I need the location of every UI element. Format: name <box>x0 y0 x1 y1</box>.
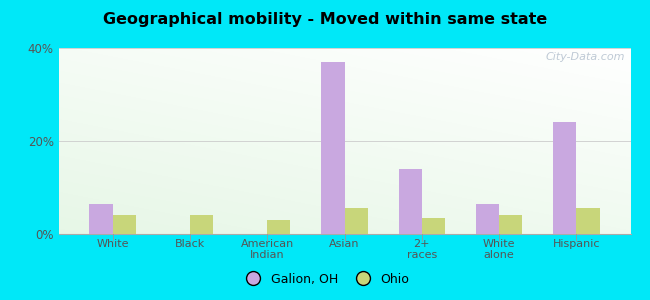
Text: Geographical mobility - Moved within same state: Geographical mobility - Moved within sam… <box>103 12 547 27</box>
Bar <box>499 215 523 234</box>
Bar <box>344 208 368 234</box>
Text: City-Data.com: City-Data.com <box>545 52 625 62</box>
Bar <box>476 204 499 234</box>
Bar <box>190 215 213 234</box>
Bar <box>398 169 422 234</box>
Bar <box>553 122 577 234</box>
Legend: Galion, OH, Ohio: Galion, OH, Ohio <box>236 268 414 291</box>
Bar <box>112 215 136 234</box>
Bar <box>321 62 345 234</box>
Bar <box>90 204 112 234</box>
Bar <box>267 220 291 234</box>
Bar <box>422 218 445 234</box>
Bar <box>577 208 599 234</box>
